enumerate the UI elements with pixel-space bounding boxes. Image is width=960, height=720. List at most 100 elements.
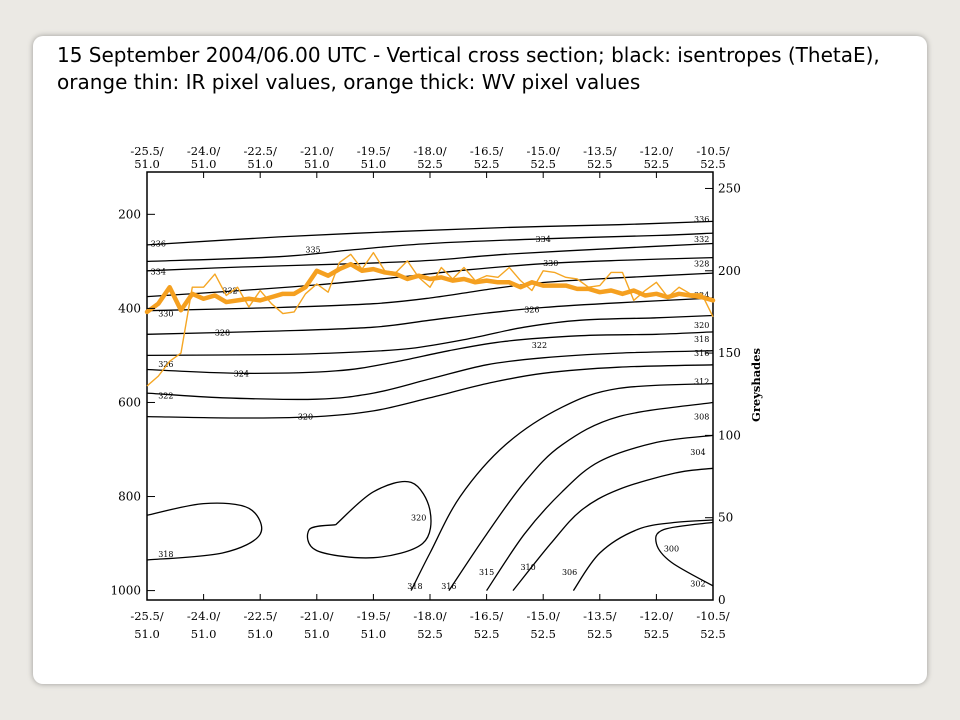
isentrope-line (512, 467, 714, 592)
x-tick-label-top: 51.0 (191, 157, 217, 171)
isentrope-label: 320 (298, 413, 313, 422)
x-tick-label-top: -19.5/ (357, 144, 390, 158)
y-left-tick-label: 1000 (110, 584, 141, 598)
isentrope-line (410, 382, 714, 591)
isentrope-label: 304 (690, 448, 705, 457)
x-tick-label-bottom: 51.0 (361, 627, 387, 641)
x-tick-label-bottom: 52.5 (644, 627, 670, 641)
isentrope-label: 334 (536, 235, 551, 244)
y-left-tick-label: 200 (118, 207, 141, 221)
isentrope-line (146, 502, 263, 561)
x-tick-label-top: 52.5 (530, 157, 556, 171)
x-tick-label-top: 52.5 (644, 157, 670, 171)
y-right-tick-label: 0 (718, 593, 726, 607)
y-left-tick-label: 400 (118, 301, 141, 315)
y-right-tick-label: 200 (718, 264, 741, 278)
x-tick-label-bottom: 51.0 (191, 627, 217, 641)
x-tick-label-bottom: -10.5/ (696, 609, 729, 623)
ir-pixel-line (146, 251, 714, 387)
x-tick-label-top: -22.5/ (244, 144, 277, 158)
wv-pixel-line (144, 261, 716, 315)
isentrope-line (146, 232, 714, 263)
x-tick-label-bottom: -16.5/ (470, 609, 503, 623)
y-right-tick-label: 150 (718, 346, 741, 360)
isentrope-label: 326 (158, 360, 173, 369)
x-tick-label-bottom: 51.0 (134, 627, 160, 641)
x-tick-label-top: -24.0/ (187, 144, 220, 158)
x-tick-label-top: -16.5/ (470, 144, 503, 158)
x-tick-label-bottom: 52.5 (530, 627, 556, 641)
isentrope-label: 336 (694, 215, 709, 224)
isentrope-label: 302 (690, 580, 705, 589)
y-right-tick-label: 50 (718, 511, 733, 525)
x-tick-label-top: -25.5/ (130, 144, 163, 158)
isentrope-line (146, 331, 714, 374)
y-left-tick-label: 600 (118, 395, 141, 409)
x-tick-label-top: -10.5/ (696, 144, 729, 158)
isentrope-label: 310 (520, 563, 535, 572)
y-right-tick-label: 100 (718, 428, 741, 442)
isentrope-line (146, 314, 714, 357)
isentrope-line (146, 272, 714, 312)
x-tick-label-top: -21.0/ (300, 144, 333, 158)
isentrope-label: 334 (151, 268, 166, 277)
isentrope-label: 315 (479, 568, 494, 577)
x-tick-label-bottom: -19.5/ (357, 609, 390, 623)
x-tick-label-top: 52.5 (587, 157, 613, 171)
x-tick-label-top: 51.0 (247, 157, 273, 171)
x-tick-label-bottom: -21.0/ (300, 609, 333, 623)
y-right-tick-label: 250 (718, 181, 741, 195)
isentrope-label: 332 (222, 287, 237, 296)
isentrope-label: 328 (694, 260, 709, 269)
isentrope-label: 306 (562, 568, 577, 577)
isentrope-label: 332 (694, 235, 709, 244)
x-tick-label-bottom: -25.5/ (130, 609, 163, 623)
x-tick-label-top: -18.0/ (413, 144, 446, 158)
x-tick-label-bottom: 52.5 (700, 627, 726, 641)
x-tick-label-bottom: 52.5 (474, 627, 500, 641)
isentrope-line (146, 256, 714, 298)
x-tick-label-top: -15.0/ (527, 144, 560, 158)
x-tick-label-top: 51.0 (304, 157, 330, 171)
isentrope-label: 318 (694, 335, 709, 344)
isentrope-line (146, 364, 714, 419)
isentrope-label: 335 (305, 246, 320, 255)
x-tick-label-bottom: -24.0/ (187, 609, 220, 623)
y-right-axis-label: Greyshades (749, 348, 763, 422)
x-tick-label-top: 52.5 (474, 157, 500, 171)
isentrope-label: 324 (234, 369, 249, 378)
isentrope-label: 300 (664, 544, 679, 553)
isentrope-label: 320 (411, 514, 426, 523)
isentrope-label: 308 (694, 413, 709, 422)
x-tick-label-top: 52.5 (700, 157, 726, 171)
isentrope-line (655, 521, 714, 587)
isentrope-label: 316 (694, 349, 709, 358)
x-tick-label-bottom: -13.5/ (583, 609, 616, 623)
isentrope-line (146, 297, 714, 335)
isentrope-label: 336 (151, 239, 166, 248)
x-tick-label-top: 52.5 (417, 157, 443, 171)
isentrope-label: 330 (543, 259, 558, 268)
x-tick-label-bottom: -12.0/ (640, 609, 673, 623)
x-tick-label-top: -13.5/ (583, 144, 616, 158)
isentrope-line (486, 434, 714, 591)
x-tick-label-top: 51.0 (134, 157, 160, 171)
x-tick-label-bottom: 52.5 (417, 627, 443, 641)
x-tick-label-bottom: 51.0 (247, 627, 273, 641)
isentrope-label: 322 (158, 391, 173, 400)
x-tick-label-bottom: 51.0 (304, 627, 330, 641)
isentrope-line (448, 401, 714, 591)
isentrope-label: 330 (158, 310, 173, 319)
x-tick-label-bottom: -22.5/ (244, 609, 277, 623)
x-tick-label-bottom: 52.5 (587, 627, 613, 641)
isentrope-label: 312 (694, 377, 709, 386)
isentrope-label: 326 (524, 305, 539, 314)
figure-caption: 15 September 2004/06.00 UTC - Vertical c… (57, 43, 880, 94)
isentrope-line (146, 350, 714, 401)
isentrope-label: 322 (532, 341, 547, 350)
slide-panel (33, 36, 927, 684)
x-tick-label-top: 51.0 (361, 157, 387, 171)
y-left-tick-label: 800 (118, 490, 141, 504)
isentrope-label: 318 (158, 550, 173, 559)
